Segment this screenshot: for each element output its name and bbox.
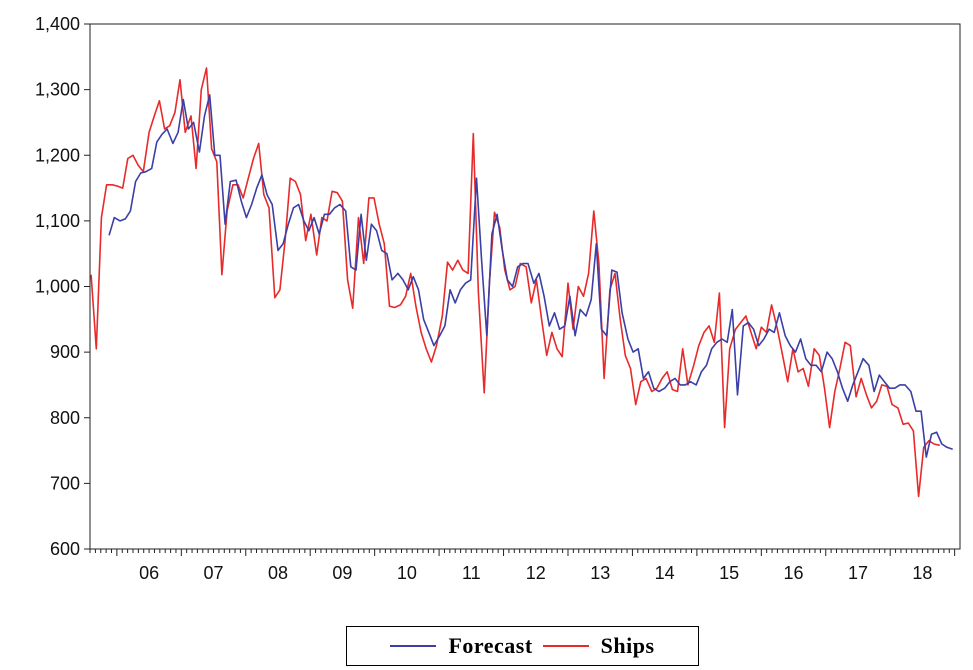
y-tick-label: 700 <box>50 473 80 493</box>
y-tick-label: 1,100 <box>35 211 80 231</box>
y-tick-label: 800 <box>50 408 80 428</box>
series-line-forecast <box>108 94 953 458</box>
y-axis: 600 700 800 900 1,000 1,100 1,200 1,300 1,400 <box>35 14 90 559</box>
x-axis: 0607080910111213141516171819 <box>89 549 956 583</box>
legend: Forecast Ships <box>346 626 699 666</box>
legend-swatch-forecast <box>390 645 437 647</box>
y-tick-label: 1,300 <box>35 80 80 100</box>
legend-item-forecast: Forecast <box>390 633 532 659</box>
y-tick-label: 900 <box>50 342 80 362</box>
plot-frame <box>89 23 961 550</box>
series-line-ships <box>90 67 940 498</box>
y-tick-label: 1,200 <box>35 145 80 165</box>
x-tick-label: 18 <box>912 563 932 583</box>
x-tick-label: 09 <box>332 563 352 583</box>
x-tick-label: 17 <box>848 563 868 583</box>
x-tick-label: 07 <box>204 563 224 583</box>
x-tick-label: 06 <box>139 563 159 583</box>
x-tick-label: 10 <box>397 563 417 583</box>
x-tick-label: 12 <box>526 563 546 583</box>
x-tick-label: 14 <box>655 563 675 583</box>
x-tick-label: 16 <box>784 563 804 583</box>
legend-item-ships: Ships <box>542 633 655 659</box>
x-tick-label: 15 <box>719 563 739 583</box>
series-layer <box>90 67 953 498</box>
y-tick-label: 1,000 <box>35 277 80 297</box>
line-chart: 600 700 800 900 1,000 1,100 1,200 1,300 1,400 06… <box>35 14 961 583</box>
x-tick-label: 13 <box>590 563 610 583</box>
legend-label-forecast: Forecast <box>448 633 533 658</box>
x-tick-label: 08 <box>268 563 288 583</box>
legend-swatch-ships <box>542 645 589 647</box>
legend-label-ships: Ships <box>600 633 655 658</box>
y-tick-label: 1,400 <box>35 14 80 34</box>
x-tick-label: 11 <box>462 563 481 583</box>
y-tick-label: 600 <box>50 539 80 559</box>
